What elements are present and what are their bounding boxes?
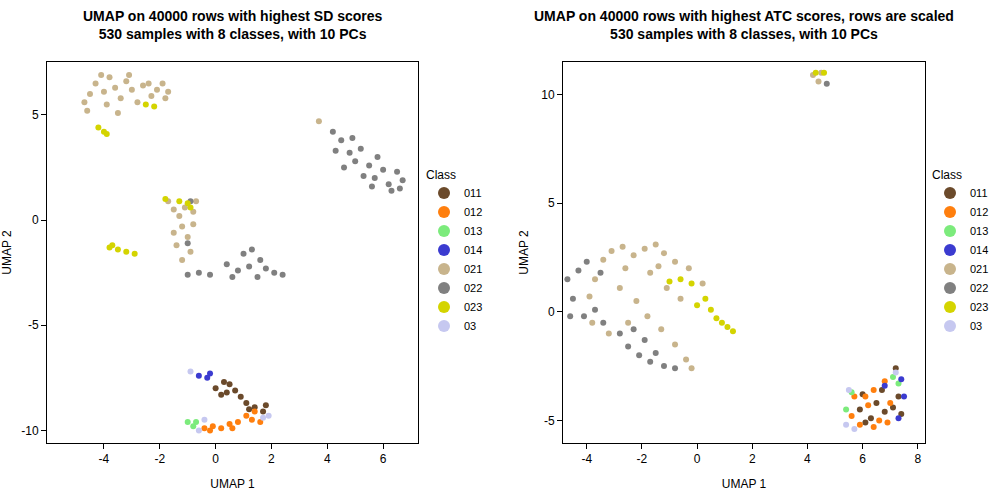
svg-text:8: 8 [914,452,921,466]
svg-text:UMAP 2: UMAP 2 [517,230,531,275]
svg-text:4: 4 [804,452,811,466]
svg-text:UMAP 1: UMAP 1 [722,477,767,491]
svg-text:2: 2 [749,452,756,466]
svg-text:011: 011 [464,187,482,199]
svg-text:-2: -2 [637,452,648,466]
svg-text:UMAP on 40000 rows with highes: UMAP on 40000 rows with highest ATC scor… [534,8,954,42]
svg-text:013: 013 [464,225,482,237]
svg-text:Class: Class [426,168,456,182]
svg-text:UMAP 1: UMAP 1 [210,477,255,491]
svg-text:014: 014 [970,244,988,256]
svg-text:023: 023 [970,301,988,313]
svg-text:0: 0 [694,452,701,466]
svg-text:0: 0 [548,305,555,319]
svg-text:2: 2 [268,452,275,466]
svg-text:0: 0 [32,213,39,227]
svg-text:021: 021 [464,263,482,275]
svg-text:6: 6 [859,452,866,466]
svg-text:-4: -4 [99,452,110,466]
svg-text:-5: -5 [544,414,555,428]
svg-text:5: 5 [32,108,39,122]
svg-text:6: 6 [380,452,387,466]
svg-text:-10: -10 [21,424,39,438]
svg-text:012: 012 [970,206,988,218]
svg-text:-4: -4 [581,452,592,466]
svg-text:021: 021 [970,263,988,275]
svg-text:-2: -2 [154,452,165,466]
svg-text:03: 03 [464,320,476,332]
svg-text:013: 013 [970,225,988,237]
svg-text:UMAP on 40000 rows with highes: UMAP on 40000 rows with highest SD score… [83,8,382,42]
svg-text:023: 023 [464,301,482,313]
svg-text:011: 011 [970,187,988,199]
svg-text:022: 022 [970,282,988,294]
svg-text:0: 0 [212,452,219,466]
svg-text:5: 5 [548,196,555,210]
svg-text:UMAP 2: UMAP 2 [0,230,14,275]
svg-text:-5: -5 [28,318,39,332]
svg-text:022: 022 [464,282,482,294]
svg-text:012: 012 [464,206,482,218]
svg-text:03: 03 [970,320,982,332]
svg-text:Class: Class [932,168,962,182]
svg-text:10: 10 [541,88,555,102]
svg-text:4: 4 [324,452,331,466]
svg-text:014: 014 [464,244,482,256]
